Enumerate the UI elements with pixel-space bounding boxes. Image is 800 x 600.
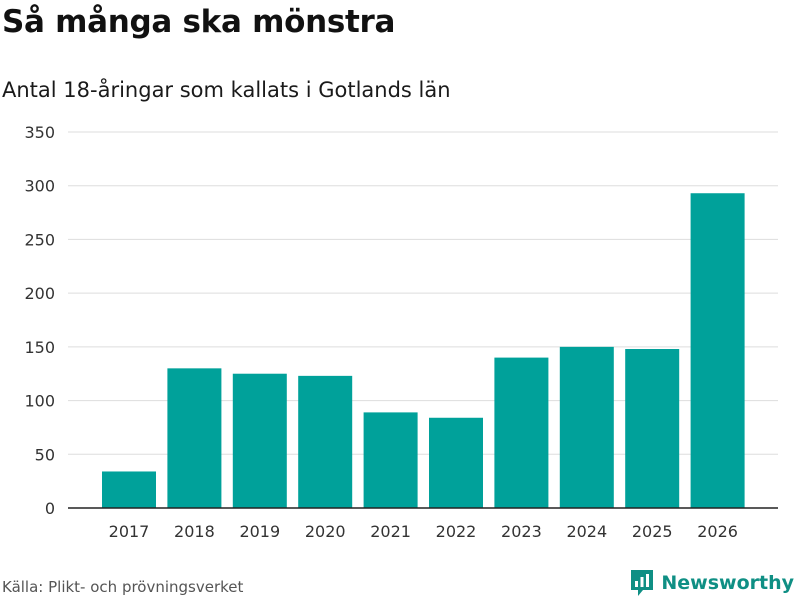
x-tick-label: 2018 [174, 522, 215, 541]
chart-title: Så många ska mönstra [2, 4, 396, 40]
source-note: Källa: Plikt- och prövningsverket [2, 578, 244, 596]
bar-2017[interactable] [102, 471, 156, 508]
bar-2019[interactable] [232, 373, 287, 508]
x-tick-label: 2025 [632, 522, 673, 541]
newsworthy-logo-icon [631, 570, 654, 596]
bar-2021[interactable] [363, 412, 418, 508]
x-tick-label: 2026 [697, 522, 738, 541]
y-axis-ticks: 0 50 100 150 200 250 300 350 [24, 123, 55, 518]
x-axis-ticks: 2017 2018 2019 2020 2021 2022 2023 2024 2025 2026 [109, 522, 738, 541]
x-tick-label: 2019 [239, 522, 280, 541]
bar-2026[interactable] [690, 193, 745, 508]
bars [102, 193, 745, 508]
x-tick-label: 2022 [436, 522, 477, 541]
y-tick-label: 200 [24, 284, 55, 303]
x-tick-label: 2020 [305, 522, 346, 541]
x-tick-label: 2021 [370, 522, 411, 541]
x-tick-label: 2023 [501, 522, 542, 541]
y-tick-label: 50 [35, 445, 55, 464]
brand-logo[interactable]: Newsworthy [629, 568, 794, 598]
x-tick-label: 2024 [566, 522, 607, 541]
bar-2024[interactable] [559, 346, 614, 508]
bar-2023[interactable] [494, 357, 549, 508]
x-tick-label: 2017 [109, 522, 150, 541]
bar-2020[interactable] [298, 375, 353, 508]
y-tick-label: 300 [24, 177, 55, 196]
y-tick-label: 100 [24, 392, 55, 411]
y-tick-label: 350 [24, 123, 55, 142]
y-tick-label: 250 [24, 230, 55, 249]
chart-subtitle: Antal 18-åringar som kallats i Gotlands … [2, 78, 451, 102]
bar-2025[interactable] [625, 349, 680, 508]
brand-name: Newsworthy [661, 572, 794, 594]
bar-2018[interactable] [167, 368, 222, 508]
y-tick-label: 150 [24, 338, 55, 357]
y-tick-label: 0 [45, 499, 55, 518]
bar-2022[interactable] [429, 417, 483, 508]
